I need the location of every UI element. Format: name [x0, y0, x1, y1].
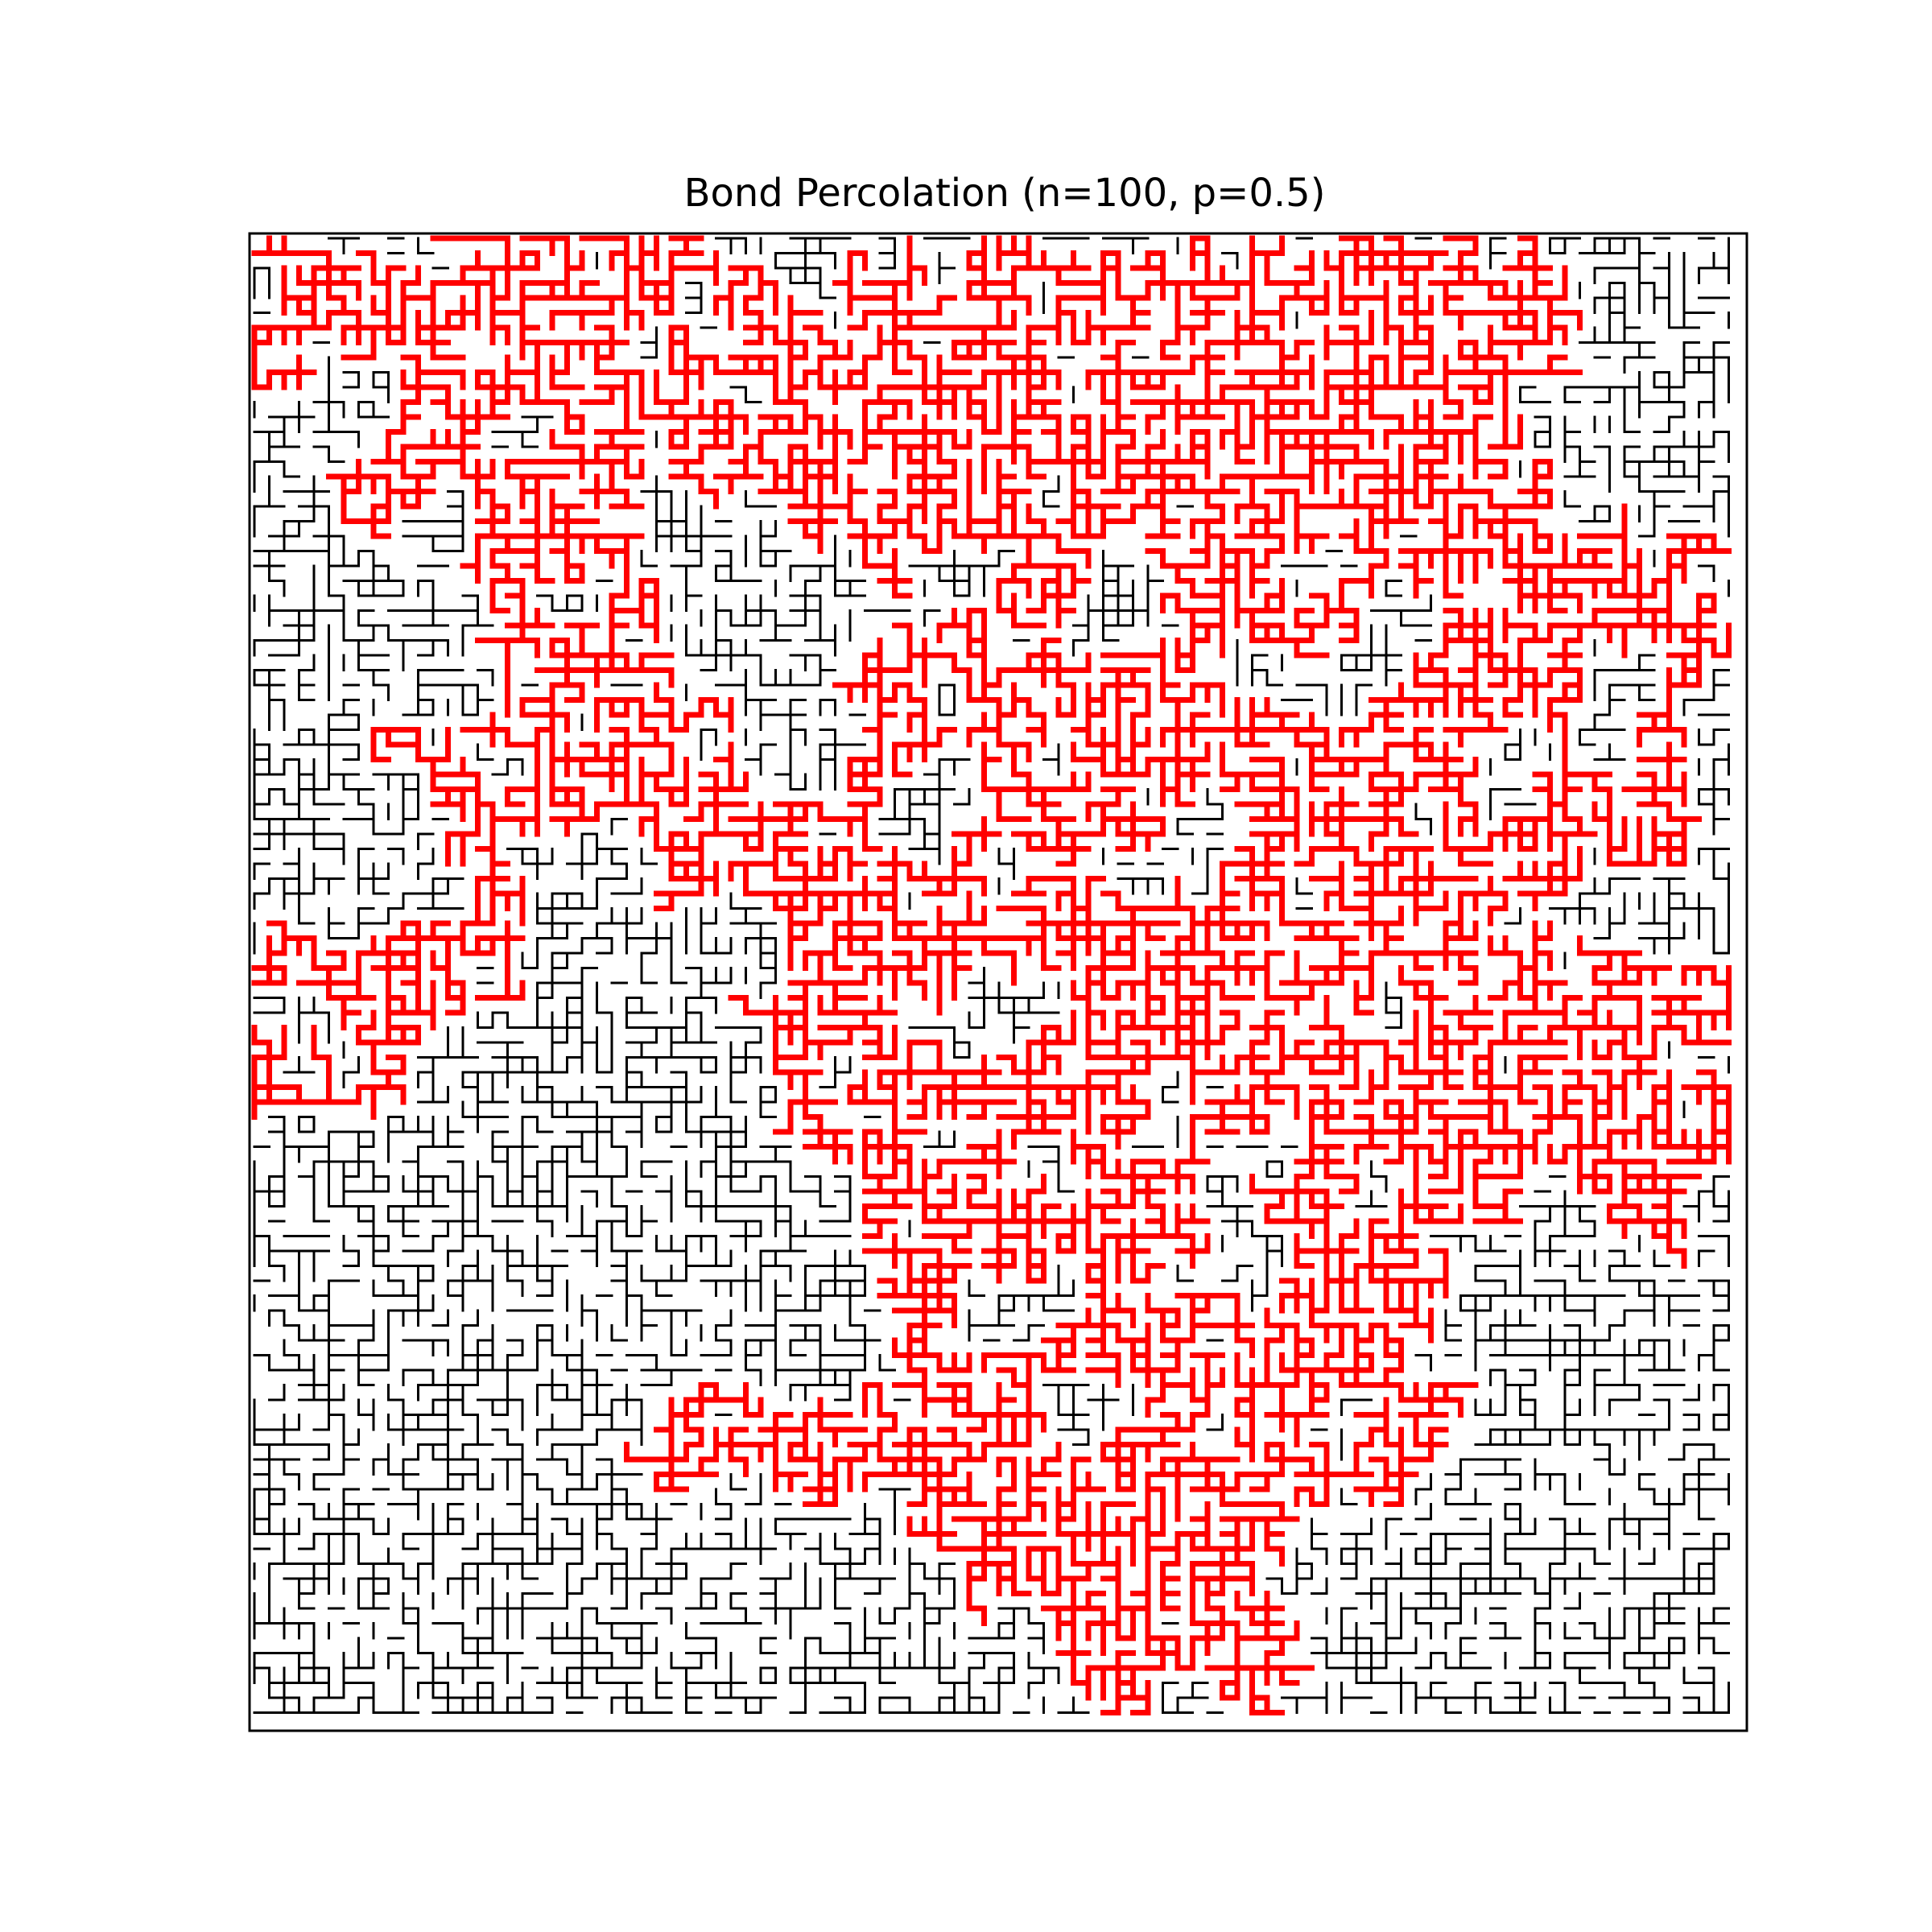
open-bonds-layer: [253, 237, 1730, 1714]
open-bond-paths: [253, 237, 1730, 1714]
figure-title: Bond Percolation (n=100, p=0.5): [683, 171, 1326, 216]
plot-frame: [248, 232, 1748, 1732]
spanning-cluster-layer: [251, 235, 1732, 1715]
cluster-bond-paths: [251, 235, 1732, 1715]
